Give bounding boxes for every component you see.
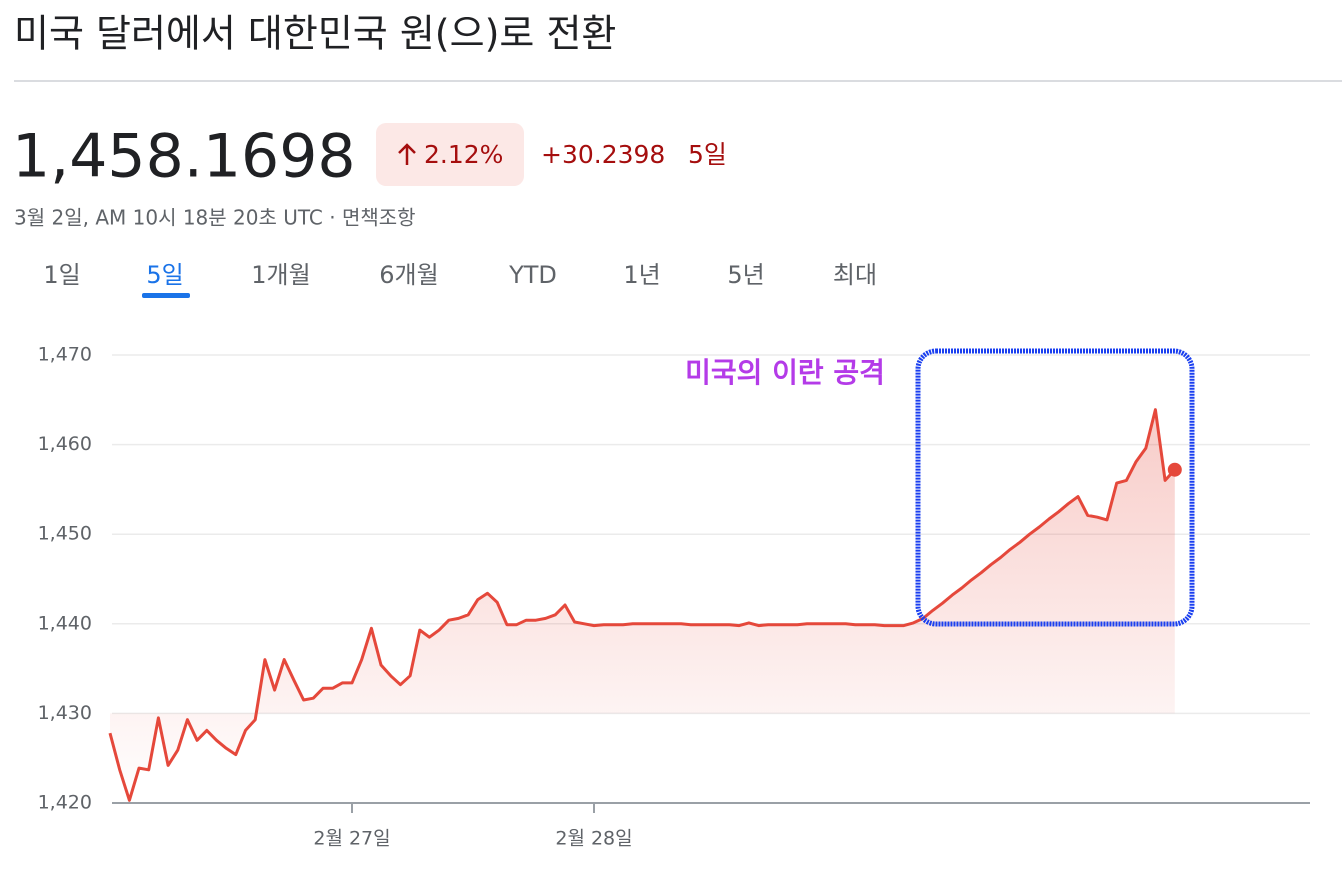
tab[interactable]: 6개월	[379, 261, 438, 289]
tab[interactable]: 최대	[833, 261, 877, 289]
highlight-box	[915, 348, 1195, 627]
timestamp: 3월 2일, AM 10시 18분 20초 UTC · 면책조항	[14, 206, 416, 230]
tab-underline	[142, 293, 190, 298]
change-period: 5일	[688, 140, 727, 169]
y-tick-label: 1,450	[38, 523, 92, 545]
y-tick-label: 1,470	[38, 344, 92, 366]
tabs: 1일 5일 1개월 6개월 YTD 1년 5년 최대	[43, 261, 877, 298]
tab[interactable]: 1개월	[251, 261, 310, 289]
tab[interactable]: 1일	[43, 261, 80, 289]
plot: 1,420 1,430 1,440 1,450 1,460 1,470 2월 27일 2월 2…	[38, 344, 1310, 850]
tab[interactable]: 5년	[727, 261, 764, 289]
tab[interactable]: 5일	[146, 261, 183, 289]
tab[interactable]: YTD	[508, 261, 557, 289]
y-tick-label: 1,430	[38, 702, 92, 724]
tab[interactable]: 1년	[623, 261, 660, 289]
price: 1,458.1698	[12, 122, 356, 192]
x-tick-label: 2월 28일	[555, 828, 632, 850]
title: 미국 달러에서 대한민국 원(으)로 전환	[14, 12, 616, 56]
x-tick-label: 2월 27일	[313, 828, 390, 850]
y-tick-label: 1,460	[38, 433, 92, 455]
y-tick-label: 1,420	[38, 792, 92, 814]
change-value: +30.2398	[541, 140, 665, 169]
badge	[376, 123, 524, 186]
end-dot	[1167, 462, 1182, 477]
change-percent: 2.12%	[424, 140, 503, 169]
annotation: 미국의 이란 공격	[685, 356, 885, 389]
line	[108, 408, 1176, 802]
area	[110, 409, 1175, 801]
up-arrow	[398, 143, 416, 165]
y-tick-label: 1,440	[38, 612, 92, 634]
